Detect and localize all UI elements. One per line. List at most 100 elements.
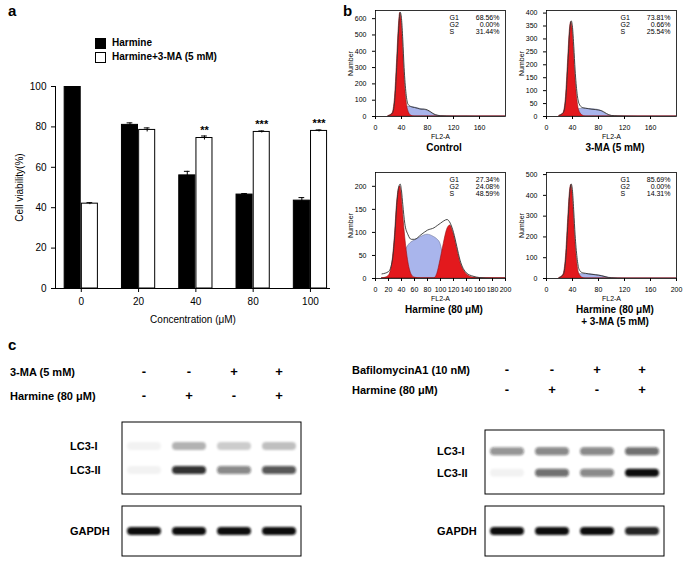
svg-text:G1G2S: G1G2S <box>450 14 459 35</box>
svg-text:200: 200 <box>355 80 367 87</box>
svg-text:GAPDH: GAPDH <box>70 525 110 537</box>
svg-text:200: 200 <box>355 183 367 190</box>
svg-text:**: ** <box>200 124 209 136</box>
svg-text:-: - <box>505 362 509 377</box>
svg-text:-: - <box>142 364 146 379</box>
svg-text:0: 0 <box>545 124 549 131</box>
svg-text:0: 0 <box>534 113 538 120</box>
svg-text:500: 500 <box>526 171 538 178</box>
svg-text:80: 80 <box>248 296 260 307</box>
svg-text:LC3-I: LC3-I <box>437 445 465 457</box>
svg-text:50: 50 <box>359 252 367 259</box>
svg-text:80: 80 <box>424 286 432 293</box>
svg-text:LC3-II: LC3-II <box>70 464 101 476</box>
svg-text:FL2-A: FL2-A <box>602 295 621 302</box>
svg-text:40: 40 <box>569 124 577 131</box>
svg-text:100: 100 <box>526 87 538 94</box>
svg-text:100: 100 <box>30 81 47 92</box>
svg-text:120: 120 <box>619 286 631 293</box>
svg-text:250: 250 <box>526 48 538 55</box>
svg-text:-: - <box>142 388 146 403</box>
svg-text:40: 40 <box>398 286 406 293</box>
svg-text:+: + <box>275 364 283 379</box>
svg-text:0: 0 <box>534 275 538 282</box>
svg-text:-: - <box>187 364 191 379</box>
svg-text:***: *** <box>313 117 327 129</box>
svg-text:-: - <box>505 382 509 397</box>
svg-text:85.69%0.00%14.31%: 85.69%0.00%14.31% <box>647 176 671 197</box>
svg-text:BafilomycinA1 (10 nM): BafilomycinA1 (10 nM) <box>352 364 470 376</box>
svg-text:350: 350 <box>526 22 538 29</box>
svg-text:120: 120 <box>448 286 460 293</box>
svg-text:-: - <box>595 382 599 397</box>
svg-text:Number: Number <box>347 212 354 238</box>
svg-text:G1G2S: G1G2S <box>621 14 630 35</box>
svg-text:180: 180 <box>487 286 499 293</box>
svg-text:FL2-A: FL2-A <box>602 133 621 140</box>
svg-text:400: 400 <box>526 9 538 16</box>
svg-text:+: + <box>185 388 193 403</box>
svg-text:200: 200 <box>526 61 538 68</box>
svg-text:60: 60 <box>411 286 419 293</box>
svg-text:Concentration (μM): Concentration (μM) <box>150 314 236 325</box>
svg-text:150: 150 <box>355 206 367 213</box>
svg-text:+: + <box>230 364 238 379</box>
svg-text:+: + <box>593 362 601 377</box>
svg-text:GAPDH: GAPDH <box>437 525 477 537</box>
svg-text:+: + <box>638 382 646 397</box>
svg-text:0: 0 <box>363 113 367 120</box>
svg-text:40: 40 <box>190 296 202 307</box>
svg-text:160: 160 <box>645 286 657 293</box>
svg-text:40: 40 <box>569 286 577 293</box>
svg-text:+: + <box>638 362 646 377</box>
svg-text:600: 600 <box>355 15 367 22</box>
svg-text:FL2-A: FL2-A <box>431 133 450 140</box>
svg-text:LC3-II: LC3-II <box>437 467 468 479</box>
svg-text:20: 20 <box>133 296 145 307</box>
svg-text:+: + <box>548 382 556 397</box>
svg-text:***: *** <box>255 118 269 130</box>
svg-text:400: 400 <box>355 48 367 55</box>
svg-text:Cell viability(%): Cell viability(%) <box>14 153 25 221</box>
svg-text:80: 80 <box>35 121 47 132</box>
svg-text:-: - <box>550 362 554 377</box>
svg-text:50: 50 <box>530 100 538 107</box>
svg-text:40: 40 <box>398 124 406 131</box>
svg-text:0: 0 <box>41 283 47 294</box>
svg-text:300: 300 <box>526 212 538 219</box>
svg-text:27.34%24.08%48.59%: 27.34%24.08%48.59% <box>476 176 500 197</box>
svg-text:100: 100 <box>355 96 367 103</box>
svg-text:100: 100 <box>435 286 447 293</box>
svg-text:100: 100 <box>526 254 538 261</box>
svg-text:Number: Number <box>518 212 525 238</box>
svg-text:0: 0 <box>363 275 367 282</box>
svg-text:0: 0 <box>545 286 549 293</box>
svg-text:140: 140 <box>461 286 473 293</box>
svg-text:20: 20 <box>385 286 393 293</box>
svg-text:160: 160 <box>474 286 486 293</box>
svg-text:160: 160 <box>645 124 657 131</box>
svg-text:Number: Number <box>518 50 525 76</box>
svg-text:Harmine (80 μM): Harmine (80 μM) <box>10 390 96 402</box>
svg-text:0: 0 <box>79 296 85 307</box>
svg-text:LC3-I: LC3-I <box>70 440 98 452</box>
svg-text:200: 200 <box>526 233 538 240</box>
svg-text:100: 100 <box>302 296 319 307</box>
svg-text:120: 120 <box>448 124 460 131</box>
svg-text:100: 100 <box>355 229 367 236</box>
svg-text:FL2-A: FL2-A <box>431 295 450 302</box>
svg-text:G1G2S: G1G2S <box>450 176 459 197</box>
svg-text:300: 300 <box>526 35 538 42</box>
svg-text:-: - <box>232 388 236 403</box>
svg-text:80: 80 <box>595 124 603 131</box>
svg-text:60: 60 <box>35 162 47 173</box>
svg-text:150: 150 <box>526 74 538 81</box>
svg-text:20: 20 <box>35 242 47 253</box>
svg-text:80: 80 <box>595 286 603 293</box>
svg-text:Harmine (80 μM): Harmine (80 μM) <box>352 384 438 396</box>
svg-text:40: 40 <box>35 202 47 213</box>
svg-text:G1G2S: G1G2S <box>621 176 630 197</box>
svg-text:+: + <box>275 388 283 403</box>
svg-text:200: 200 <box>500 286 512 293</box>
svg-text:73.81%0.66%25.54%: 73.81%0.66%25.54% <box>647 14 671 35</box>
